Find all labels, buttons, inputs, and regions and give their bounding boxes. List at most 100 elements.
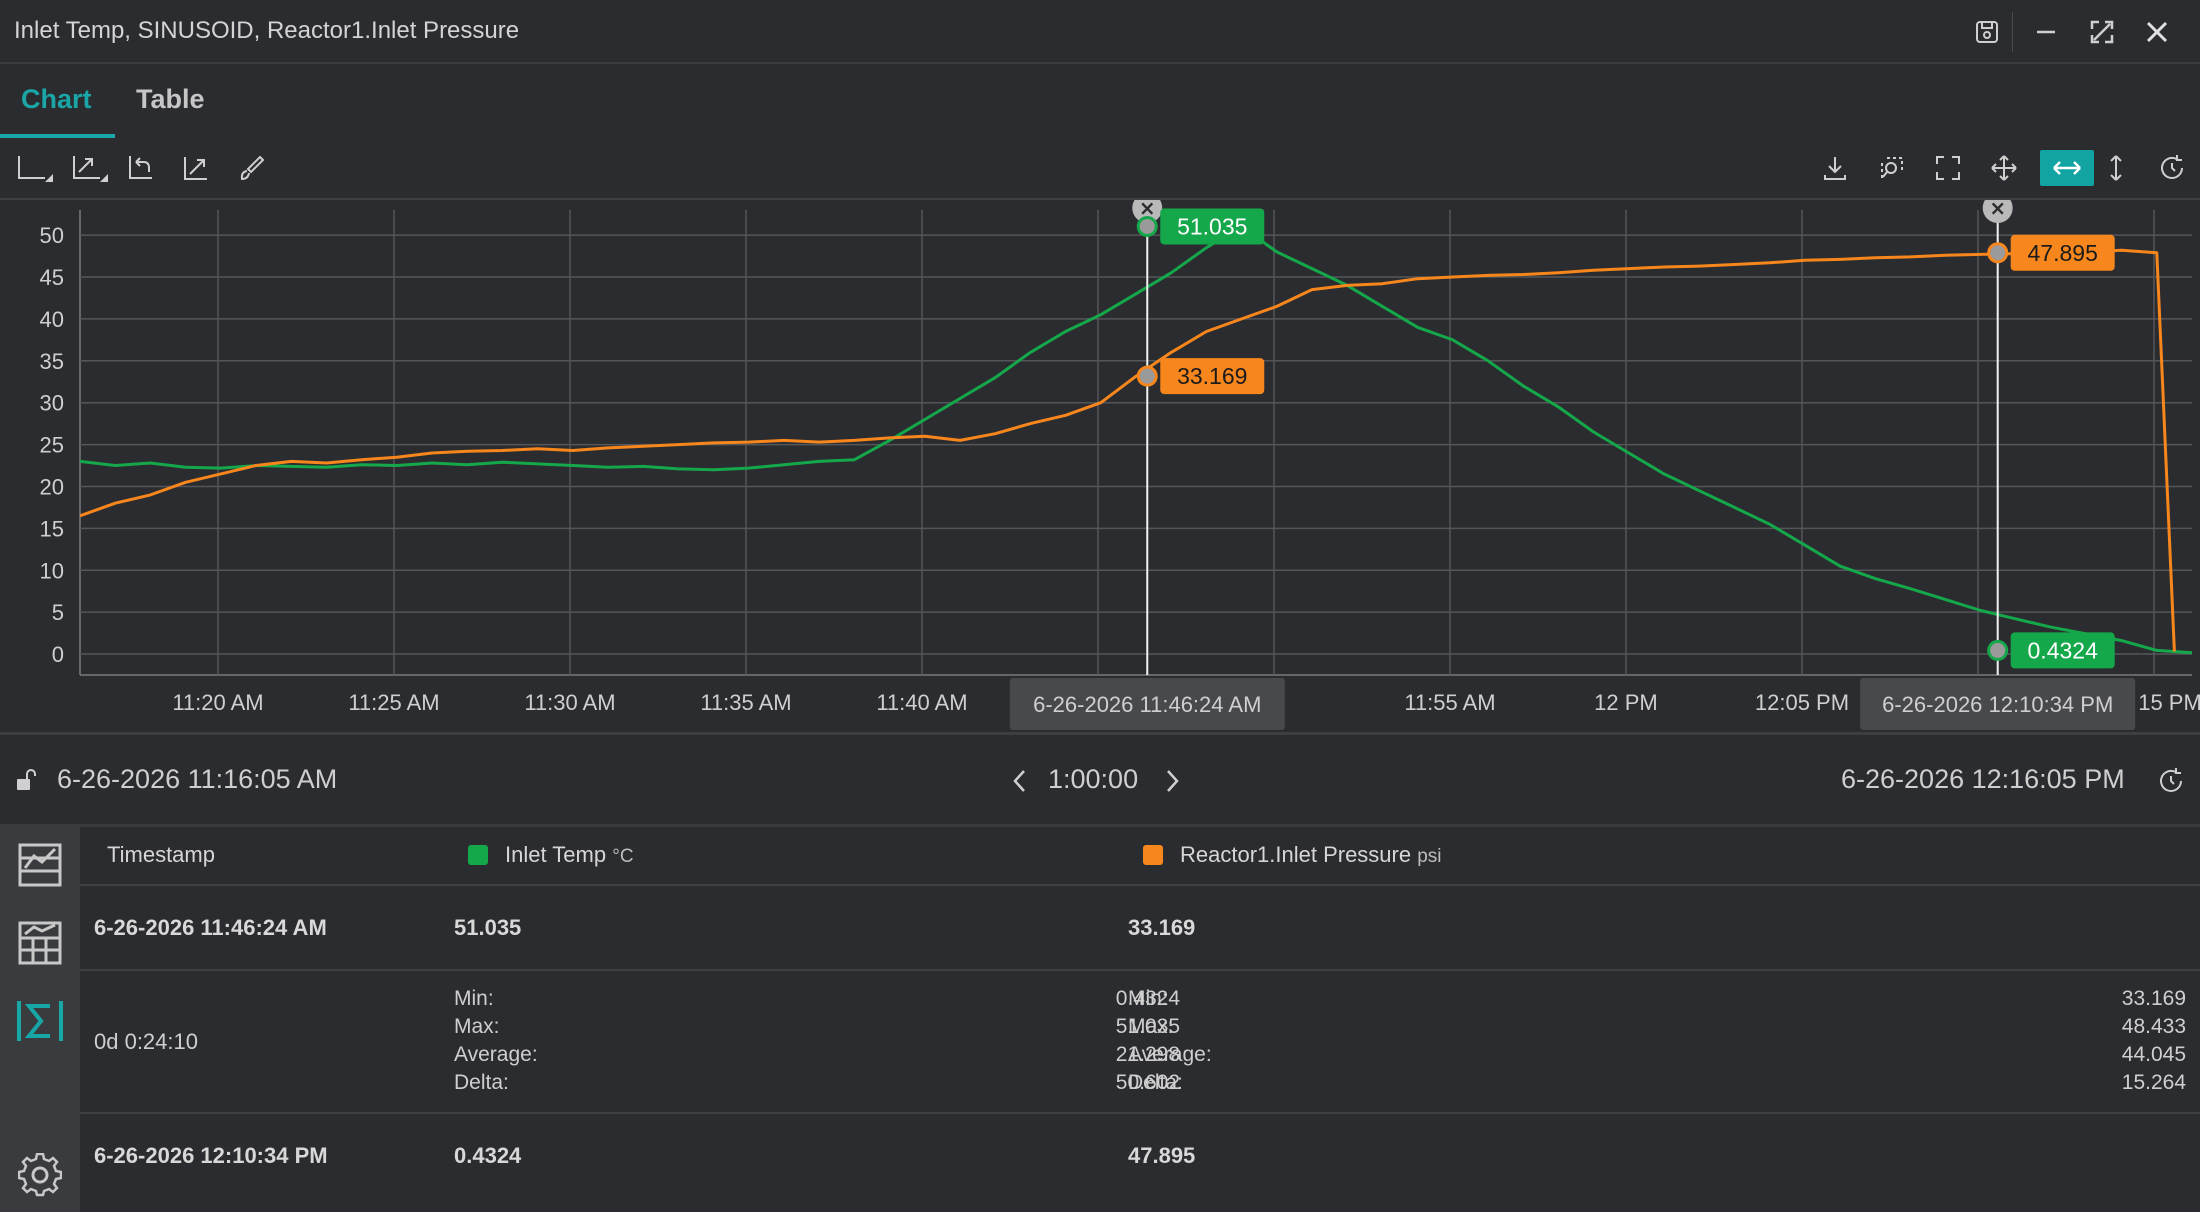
minimize-icon[interactable] [2026, 12, 2066, 52]
unlock-icon[interactable] [14, 768, 38, 792]
data-table-icon[interactable] [14, 917, 66, 969]
stat-label-min: Min: [454, 987, 494, 1010]
header-series1-name: Inlet Temp [505, 842, 607, 867]
trend-chart[interactable]: 0 5 10 15 20 25 30 35 40 45 50 11:20 AM 11:25 AM 11:3… [0, 200, 2200, 730]
y-tick-label: 15 [40, 516, 64, 541]
x-tick-label: 12 PM [1594, 690, 1658, 715]
undo-zoom-icon[interactable] [120, 150, 160, 186]
title-bar: Inlet Temp, SINUSOID, Reactor1.Inlet Pre… [0, 0, 2200, 64]
cursor-value-badge [1160, 358, 1265, 395]
cursor-remove-button[interactable] [1982, 200, 2013, 223]
cursor-value-label: 33.169 [1177, 363, 1247, 389]
range-end[interactable]: 6-26-2026 12:16:05 PM [1841, 764, 2125, 794]
chart-canvas[interactable]: 0 5 10 15 20 25 30 35 40 45 50 11:20 AM 11:25 AM 11:3… [0, 200, 2200, 730]
stat-label-max: Max: [1128, 1015, 1174, 1038]
cursor-time-box [1009, 678, 1285, 730]
x-tick-label: 11:25 AM [348, 690, 439, 715]
range-refresh-icon[interactable] [2156, 766, 2186, 796]
cursor-time-label: 6-26-2026 12:10:34 PM [1882, 692, 2113, 717]
tab-table[interactable]: Table [136, 84, 205, 114]
header-series1[interactable]: Inlet Temp °C [505, 842, 634, 868]
y-tick-label: 5 [52, 600, 64, 625]
cursor-point [1987, 242, 2009, 264]
fullscreen-icon[interactable] [1928, 150, 1968, 186]
row-divider [80, 884, 2200, 886]
header-series2[interactable]: Reactor1.Inlet Pressure psi [1180, 842, 1442, 868]
x-tick-label: 11:35 AM [700, 690, 791, 715]
stat-label-average: Average: [1128, 1043, 1212, 1066]
side-rail [0, 827, 80, 1212]
close-icon[interactable] [2137, 12, 2177, 52]
vertical-zoom-icon[interactable] [2096, 150, 2136, 186]
series1-swatch [468, 845, 488, 865]
sigma-icon[interactable] [14, 995, 66, 1047]
cursor-time-box [1860, 678, 2136, 730]
s1-max: 51.035 [1115, 1015, 1180, 1038]
cursor-value-label: 51.035 [1177, 213, 1247, 239]
pan-icon[interactable] [1984, 150, 2024, 186]
download-icon[interactable] [1815, 150, 1855, 186]
chart-table-icon[interactable] [14, 839, 66, 891]
y-tick-label: 40 [40, 307, 64, 332]
row1-series1: 51.035 [454, 915, 522, 940]
range-duration[interactable]: 1:00:00 [1048, 764, 1139, 794]
save-icon[interactable] [1967, 12, 2007, 52]
zoom-select-icon[interactable] [1872, 150, 1912, 186]
horizontal-zoom-icon[interactable] [2040, 150, 2094, 186]
axis-options-icon[interactable] [15, 150, 55, 186]
y-tick-label: 0 [52, 642, 64, 667]
summary-duration: 0d 0:24:10 [94, 1029, 198, 1054]
y-tick-label: 35 [40, 349, 64, 374]
stat-label-average: Average: [454, 1043, 538, 1066]
refresh-icon[interactable] [2152, 150, 2192, 186]
autoscale-icon[interactable] [176, 150, 216, 186]
header-series1-unit: °C [612, 846, 634, 867]
cursor-value-badge [1160, 208, 1265, 245]
cursor-point [1136, 365, 1158, 387]
scale-options-icon[interactable] [70, 150, 110, 186]
toolbar-divider [0, 198, 2200, 200]
series-line-2[interactable] [79, 248, 2176, 652]
row2-timestamp: 6-26-2026 12:10:34 PM [94, 1143, 328, 1168]
x-tick-label: 11:55 AM [1404, 690, 1495, 715]
cursor-time-label: 6-26-2026 11:46:24 AM [1033, 692, 1261, 717]
s1-average: 21.298 [1115, 1043, 1180, 1066]
chart-toolbar [0, 148, 2200, 192]
settings-icon[interactable] [14, 1149, 66, 1201]
s2-min: 33.169 [2121, 987, 2186, 1010]
active-tab-indicator [0, 134, 115, 138]
summary-labels-s2: Min: Max: Average: Delta: [1128, 985, 1212, 1097]
cursor-close-icon[interactable]: × [1139, 200, 1156, 220]
cursor-close-icon[interactable]: × [1989, 200, 2006, 220]
y-tick-label: 45 [40, 265, 64, 290]
chevron-left-icon[interactable] [1008, 768, 1032, 794]
range-start[interactable]: 6-26-2026 11:16:05 AM [57, 764, 338, 794]
x-tick-label: 11:30 AM [524, 690, 615, 715]
brush-icon[interactable] [232, 150, 272, 186]
time-range-bar: 6-26-2026 11:16:05 AM 1:00:00 6-26-2026 … [0, 740, 2200, 820]
summary-values-s1: 0.4324 51.035 21.298 50.602 [980, 985, 1180, 1097]
x-tick-label: 12:05 PM [1755, 690, 1849, 715]
series-line-1[interactable] [79, 225, 2193, 655]
summary-labels-s1: Min: Max: Average: Delta: [454, 985, 538, 1097]
cursor-point [1987, 639, 2009, 661]
s1-min: 0.4324 [1115, 987, 1180, 1010]
window-title: Inlet Temp, SINUSOID, Reactor1.Inlet Pre… [14, 17, 520, 44]
maximize-icon[interactable] [2082, 12, 2122, 52]
row-divider [80, 1112, 2200, 1114]
header-series2-name: Reactor1.Inlet Pressure [1180, 842, 1412, 867]
chevron-right-icon[interactable] [1160, 768, 1184, 794]
tab-chart[interactable]: Chart [21, 84, 92, 114]
header-timestamp[interactable]: Timestamp [107, 842, 215, 867]
stat-label-max: Max: [454, 1015, 500, 1038]
row1-timestamp: 6-26-2026 11:46:24 AM [94, 915, 327, 940]
y-tick-label: 50 [40, 223, 64, 248]
title-separator [2012, 12, 2013, 52]
x-tick-label: 15 PM [2138, 690, 2200, 715]
stat-label-min: Min: [1128, 987, 1168, 1010]
y-tick-label: 10 [40, 558, 64, 583]
row-divider [80, 969, 2200, 971]
cursor-remove-button[interactable] [1132, 200, 1163, 223]
range-divider [0, 824, 2200, 827]
view-tabs: Chart Table [0, 64, 2200, 140]
